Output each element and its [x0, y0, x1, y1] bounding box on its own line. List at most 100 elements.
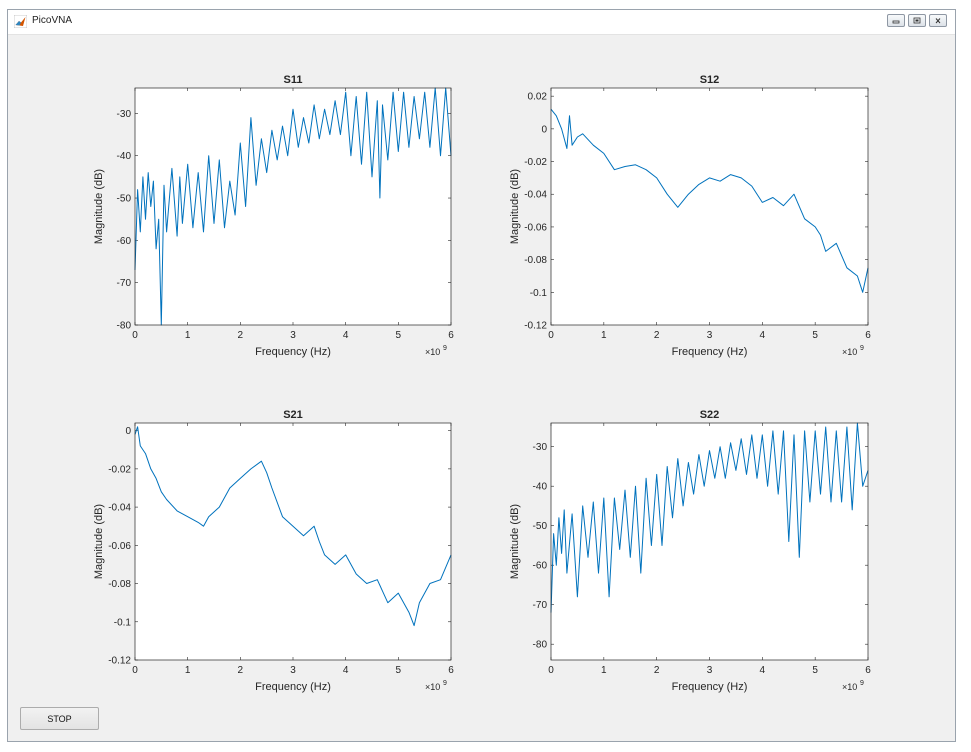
y-tick-label: -0.12 — [108, 656, 131, 667]
close-icon[interactable] — [929, 14, 947, 27]
x-exponent-label: ×10 — [842, 347, 857, 357]
window-title: PicoVNA — [32, 15, 73, 26]
x-tick-label: 6 — [865, 330, 871, 341]
plot-s22: 0 1 2 3 4 5 6 -80 -70 -60 -50 -40 -30 S22 Frequency (H… — [509, 409, 871, 693]
y-tick-label: -70 — [533, 600, 548, 611]
series-line-s12 — [550, 108, 869, 293]
x-tick-label: 3 — [707, 665, 713, 676]
minimize-icon[interactable] — [887, 14, 905, 27]
axes-background — [551, 88, 868, 325]
x-tick-label: 3 — [290, 665, 296, 676]
x-tick-label: 6 — [448, 330, 454, 341]
x-tick-label: 0 — [548, 665, 554, 676]
x-tick-label: 6 — [448, 665, 454, 676]
x-tick-label: 0 — [548, 330, 554, 341]
chart-title: S12 — [700, 74, 720, 86]
x-tick-label: 2 — [654, 330, 660, 341]
series-line-s21 — [134, 426, 452, 627]
y-tick-label: -70 — [117, 278, 132, 289]
y-tick-label: 0 — [125, 426, 131, 437]
y-tick-label: -50 — [117, 194, 132, 205]
x-exponent-power: 9 — [443, 345, 447, 352]
x-tick-label: 2 — [238, 330, 244, 341]
y-tick-label: -0.06 — [524, 222, 547, 233]
y-tick-label: -40 — [117, 151, 132, 162]
chart-title: S21 — [283, 409, 303, 421]
x-exponent-power: 9 — [860, 345, 864, 352]
matlab-icon — [14, 15, 27, 28]
x-axis-label: Frequency (Hz) — [672, 681, 748, 693]
y-axis-label: Magnitude (dB) — [93, 504, 105, 579]
x-exponent-power: 9 — [860, 680, 864, 687]
y-axis-label: Magnitude (dB) — [509, 504, 521, 579]
x-axis-label: Frequency (Hz) — [255, 346, 331, 358]
y-tick-label: -0.04 — [108, 503, 131, 514]
x-axis-label: Frequency (Hz) — [672, 346, 748, 358]
axes-frame — [550, 87, 869, 326]
y-tick-label: -0.04 — [524, 190, 547, 201]
y-tick-label: -30 — [533, 442, 548, 453]
restore-icon[interactable] — [908, 14, 926, 27]
axes-frame — [134, 87, 452, 326]
x-tick-label: 5 — [812, 665, 818, 676]
plot-s12: 0 1 2 3 4 5 6 -0.12 -0.1 -0.08 -0.06 -0.04 -0.02 0 0.0… — [509, 74, 871, 358]
y-tick-label: -0.02 — [108, 464, 131, 475]
x-tick-label: 1 — [185, 665, 191, 676]
x-tick-label: 5 — [396, 330, 402, 341]
plot-s11: 0 1 2 3 4 5 6 -80 -70 -60 -50 -40 -30 S11 Frequency (H… — [93, 74, 454, 358]
y-tick-label: 0 — [541, 124, 547, 135]
series-line-s11 — [134, 87, 452, 326]
axes-background — [135, 88, 451, 325]
x-axis-label: Frequency (Hz) — [255, 681, 331, 693]
app-window: PicoVNA 0 1 2 3 4 5 6 -80 -70 -60 -50 -40 -30 S11 Freq… — [7, 9, 956, 742]
y-tick-label: -0.08 — [108, 579, 131, 590]
y-tick-label: -40 — [533, 482, 548, 493]
y-tick-label: -60 — [117, 236, 132, 247]
y-axis-label: Magnitude (dB) — [509, 169, 521, 244]
x-tick-label: 1 — [601, 665, 607, 676]
x-tick-label: 0 — [132, 330, 138, 341]
x-tick-label: 6 — [865, 665, 871, 676]
axes-frame — [134, 422, 452, 661]
x-tick-label: 4 — [760, 665, 766, 676]
stop-button[interactable]: STOP — [20, 707, 99, 730]
y-tick-label: -0.06 — [108, 541, 131, 552]
plot-s21: 0 1 2 3 4 5 6 -0.12 -0.1 -0.08 -0.06 -0.04 -0.02 0 S21… — [93, 409, 454, 693]
figure-canvas: 0 1 2 3 4 5 6 -80 -70 -60 -50 -40 -30 S11 Frequency (H… — [93, 74, 871, 693]
series-line-s22 — [550, 422, 869, 613]
y-tick-label: -80 — [533, 640, 548, 651]
axes-background — [135, 423, 451, 660]
x-exponent-label: ×10 — [842, 682, 857, 692]
y-tick-label: -50 — [533, 521, 548, 532]
chart-title: S11 — [284, 74, 303, 86]
x-tick-label: 4 — [343, 665, 349, 676]
x-tick-label: 3 — [290, 330, 296, 341]
x-tick-label: 4 — [343, 330, 349, 341]
x-tick-label: 4 — [760, 330, 766, 341]
y-tick-label: -0.08 — [524, 255, 547, 266]
title-bar[interactable]: PicoVNA — [8, 10, 955, 35]
x-tick-label: 2 — [654, 665, 660, 676]
x-tick-label: 5 — [396, 665, 402, 676]
x-exponent-label: ×10 — [425, 682, 440, 692]
y-tick-label: -0.12 — [524, 321, 547, 332]
chart-title: S22 — [700, 409, 720, 421]
x-exponent-label: ×10 — [425, 347, 440, 357]
desktop-edge — [962, 0, 971, 752]
y-axis-label: Magnitude (dB) — [93, 169, 105, 244]
x-tick-label: 3 — [707, 330, 713, 341]
y-tick-label: -30 — [117, 109, 132, 120]
axes-frame — [550, 422, 869, 661]
x-tick-label: 1 — [185, 330, 191, 341]
y-tick-label: -60 — [533, 561, 548, 572]
y-tick-label: -0.02 — [524, 157, 547, 168]
window-controls — [887, 14, 947, 27]
y-tick-label: 0.02 — [528, 92, 548, 103]
y-tick-label: -80 — [117, 321, 132, 332]
y-tick-label: -0.1 — [530, 288, 548, 299]
x-tick-label: 0 — [132, 665, 138, 676]
x-exponent-power: 9 — [443, 680, 447, 687]
y-tick-label: -0.1 — [114, 617, 132, 628]
x-tick-label: 1 — [601, 330, 607, 341]
axes-background — [551, 423, 868, 660]
